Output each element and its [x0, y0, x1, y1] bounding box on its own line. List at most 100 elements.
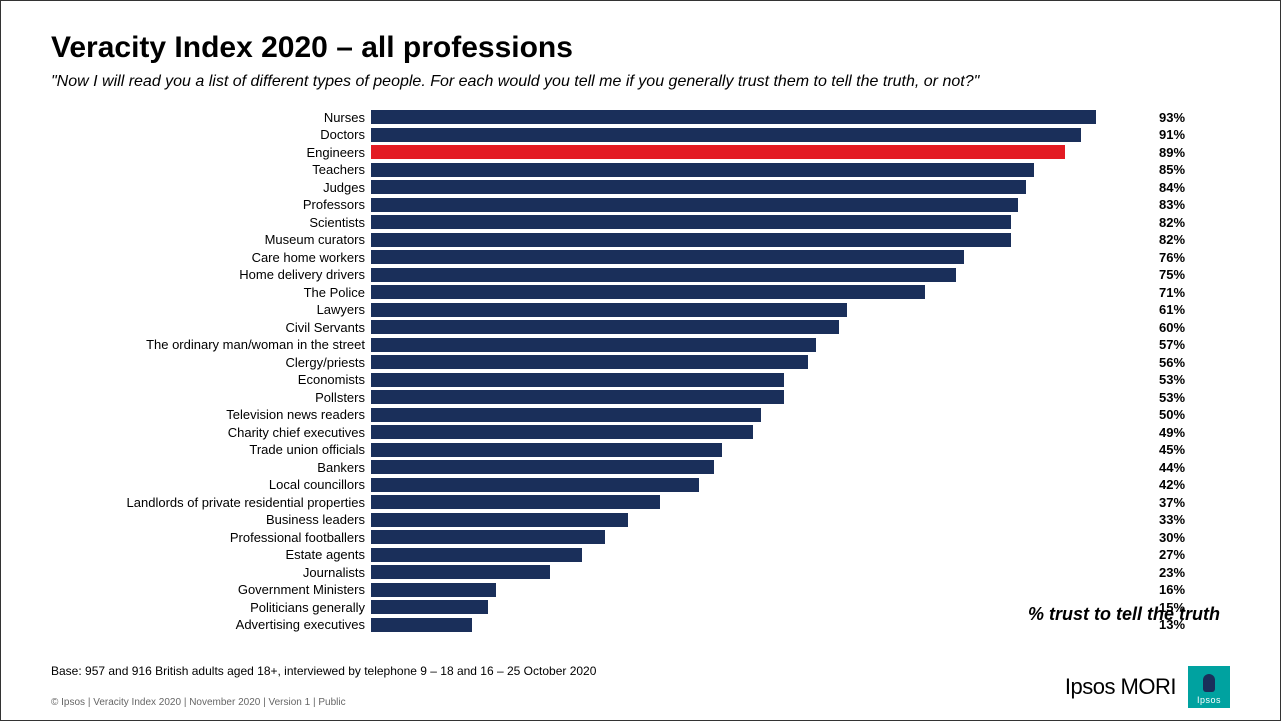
- bar-row: Journalists 23%: [101, 564, 1230, 580]
- bar-label: Bankers: [101, 460, 371, 475]
- bar-track: [371, 320, 1151, 334]
- bar-label: Museum curators: [101, 232, 371, 247]
- bar-track: [371, 145, 1151, 159]
- bar-track: [371, 163, 1151, 177]
- bar-track: [371, 268, 1151, 282]
- bar-row: Care home workers 76%: [101, 249, 1230, 265]
- bar-fill: [371, 583, 496, 597]
- ipsos-mori-logo-text: Ipsos MORI: [1065, 674, 1176, 700]
- bar-label: Doctors: [101, 127, 371, 142]
- bar-value: 53%: [1151, 390, 1185, 405]
- bar-label: Landlords of private residential propert…: [101, 495, 371, 510]
- bar-value: 71%: [1151, 285, 1185, 300]
- bar-fill: [371, 565, 550, 579]
- bar-fill: [371, 285, 925, 299]
- bar-label: Economists: [101, 372, 371, 387]
- bar-label: Charity chief executives: [101, 425, 371, 440]
- bar-track: [371, 460, 1151, 474]
- bar-track: [371, 548, 1151, 562]
- bar-row: Clergy/priests 56%: [101, 354, 1230, 370]
- bar-track: [371, 303, 1151, 317]
- bar-label: Professors: [101, 197, 371, 212]
- bar-label: Scientists: [101, 215, 371, 230]
- bar-label: Nurses: [101, 110, 371, 125]
- bar-label: Teachers: [101, 162, 371, 177]
- bar-value: 53%: [1151, 372, 1185, 387]
- bar-row: Home delivery drivers 75%: [101, 267, 1230, 283]
- bar-value: 23%: [1151, 565, 1185, 580]
- bar-row: The Police71%: [101, 284, 1230, 300]
- ipsos-logo-icon: Ipsos: [1188, 666, 1230, 708]
- bar-label: Government Ministers: [101, 582, 371, 597]
- bar-row: Government Ministers 16%: [101, 582, 1230, 598]
- bar-label: Business leaders: [101, 512, 371, 527]
- bar-label: Civil Servants: [101, 320, 371, 335]
- bar-label: Clergy/priests: [101, 355, 371, 370]
- bar-track: [371, 128, 1151, 142]
- bar-label: Advertising executives: [101, 617, 371, 632]
- bar-label: Home delivery drivers: [101, 267, 371, 282]
- bar-fill: [371, 355, 808, 369]
- copyright-text: © Ipsos | Veracity Index 2020 | November…: [51, 697, 346, 708]
- bar-value: 85%: [1151, 162, 1185, 177]
- bar-fill: [371, 128, 1081, 142]
- bar-track: [371, 373, 1151, 387]
- bar-label: Television news readers: [101, 407, 371, 422]
- chart-subtitle: "Now I will read you a list of different…: [51, 73, 1230, 91]
- bar-track: [371, 250, 1151, 264]
- bar-fill: [371, 268, 956, 282]
- bar-value: 16%: [1151, 582, 1185, 597]
- chart-title: Veracity Index 2020 – all professions: [51, 31, 1230, 65]
- bar-track: [371, 478, 1151, 492]
- bar-fill: [371, 443, 722, 457]
- bar-value: 45%: [1151, 442, 1185, 457]
- bar-fill: [371, 110, 1096, 124]
- bar-track: [371, 565, 1151, 579]
- bar-label: Politicians generally: [101, 600, 371, 615]
- bar-value: 27%: [1151, 547, 1185, 562]
- bar-label: Lawyers: [101, 302, 371, 317]
- bar-fill: [371, 495, 660, 509]
- bar-value: 60%: [1151, 320, 1185, 335]
- bar-value: 61%: [1151, 302, 1185, 317]
- bar-track: [371, 495, 1151, 509]
- bar-row: Professional footballers30%: [101, 529, 1230, 545]
- bar-value: 49%: [1151, 425, 1185, 440]
- bar-track: [371, 285, 1151, 299]
- bar-row: Professors 83%: [101, 197, 1230, 213]
- bar-track: [371, 530, 1151, 544]
- bar-label: Estate agents: [101, 547, 371, 562]
- bar-row: Charity chief executives 49%: [101, 424, 1230, 440]
- bar-label: Professional footballers: [101, 530, 371, 545]
- bar-value: 76%: [1151, 250, 1185, 265]
- bar-track: [371, 443, 1151, 457]
- bar-value: 33%: [1151, 512, 1185, 527]
- slide: Veracity Index 2020 – all professions "N…: [1, 1, 1280, 720]
- bar-value: 83%: [1151, 197, 1185, 212]
- bar-label: The ordinary man/woman in the street: [101, 337, 371, 352]
- bar-row: The ordinary man/woman in the street57%: [101, 337, 1230, 353]
- bar-label: Journalists: [101, 565, 371, 580]
- bar-track: [371, 338, 1151, 352]
- bar-fill: [371, 303, 847, 317]
- bar-value: 56%: [1151, 355, 1185, 370]
- bar-fill: [371, 320, 839, 334]
- bar-label: Care home workers: [101, 250, 371, 265]
- bar-value: 82%: [1151, 232, 1185, 247]
- bar-row: Scientists82%: [101, 214, 1230, 230]
- bar-value: 75%: [1151, 267, 1185, 282]
- bar-fill: [371, 460, 714, 474]
- bar-fill: [371, 390, 784, 404]
- axis-label: % trust to tell the truth: [1028, 604, 1220, 625]
- bar-fill: [371, 425, 753, 439]
- bar-value: 37%: [1151, 495, 1185, 510]
- bar-track: [371, 583, 1151, 597]
- bar-fill: [371, 180, 1026, 194]
- bar-track: [371, 425, 1151, 439]
- bar-track: [371, 390, 1151, 404]
- bar-track: [371, 180, 1151, 194]
- bar-track: [371, 355, 1151, 369]
- bar-track: [371, 513, 1151, 527]
- bar-row: Museum curators 82%: [101, 232, 1230, 248]
- bar-row: Trade union officials45%: [101, 442, 1230, 458]
